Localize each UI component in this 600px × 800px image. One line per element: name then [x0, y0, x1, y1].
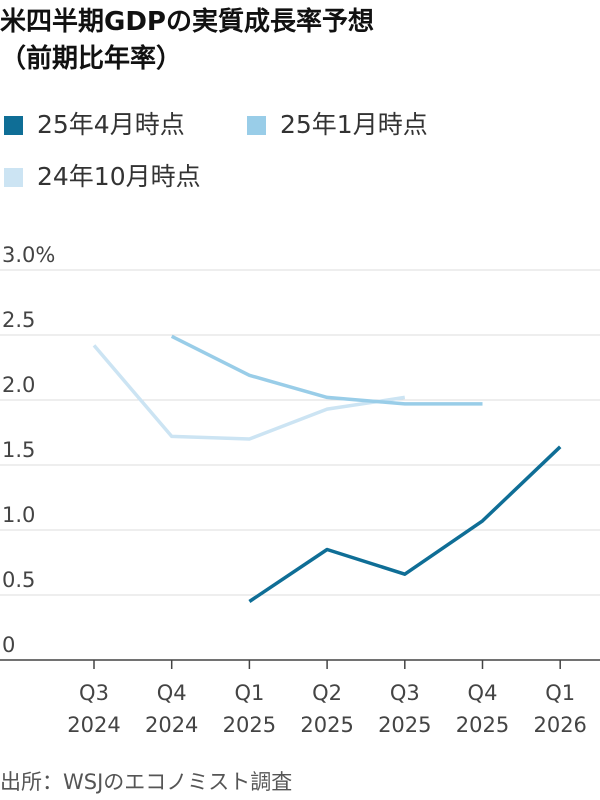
y-tick-label: 2.0: [2, 373, 35, 397]
legend-item-jan-2025: 25年1月時点: [247, 110, 428, 140]
legend-label-jan-2025: 25年1月時点: [280, 110, 428, 139]
x-tick-label-quarter: Q2: [312, 681, 342, 705]
x-tick-label-year: 2025: [223, 713, 276, 737]
x-tick-label-year: 2024: [67, 713, 120, 737]
line-chart: 3.0% 2.5 2.0 1.5 1.0 0.5 0 Q3 2024 Q4 2024 Q1 2025 Q2…: [0, 243, 600, 737]
legend-label-oct-2024: 24年10月時点: [37, 162, 201, 191]
legend-item-oct-2024: 24年10月時点: [4, 162, 201, 192]
x-tick-label-year: 2025: [456, 713, 509, 737]
x-tick-label-year: 2024: [145, 713, 198, 737]
y-tick-label: 1.0: [2, 503, 35, 527]
legend-item-apr-2025: 25年4月時点: [4, 110, 185, 140]
x-tick-label-quarter: Q1: [234, 681, 264, 705]
legend-label-apr-2025: 25年4月時点: [37, 110, 185, 139]
chart-subtitle: （前期比年率）: [0, 44, 183, 74]
x-tick-label-quarter: Q4: [157, 681, 187, 705]
series-line-apr-2025: [248, 445, 562, 603]
y-tick-label: 1.5: [2, 438, 35, 462]
x-tick-label-quarter: Q1: [545, 681, 575, 705]
x-tick-label-quarter: Q3: [79, 681, 109, 705]
x-tick-label-year: 2025: [378, 713, 431, 737]
x-tick-label-quarter: Q3: [390, 681, 420, 705]
y-tick-label: 2.5: [2, 308, 35, 332]
y-tick-label: 3.0%: [2, 243, 55, 267]
y-tick-label: 0: [2, 633, 15, 657]
x-tick-label-year: 2025: [300, 713, 353, 737]
legend-swatch-jan-2025: [247, 115, 266, 135]
source-note: 出所：WSJのエコノミスト調査: [0, 770, 293, 794]
x-tick-label-quarter: Q4: [468, 681, 498, 705]
x-tick-label-year: 2026: [533, 713, 586, 737]
series-line-oct-2024: [92, 344, 406, 441]
legend-swatch-oct-2024: [4, 167, 23, 187]
chart-title: 米四半期GDPの実質成長率予想: [0, 7, 374, 37]
y-tick-label: 0.5: [2, 568, 35, 592]
chart-title-block: 米四半期GDPの実質成長率予想 （前期比年率）: [0, 4, 600, 78]
legend-swatch-apr-2025: [4, 115, 23, 135]
series-line-jan-2025: [170, 334, 483, 406]
